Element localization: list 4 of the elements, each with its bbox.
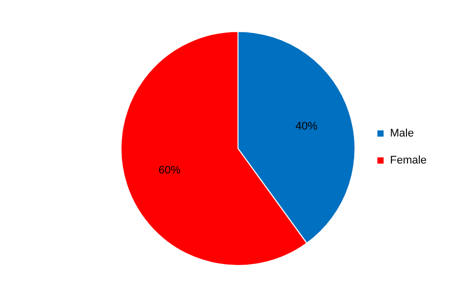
legend-label: Female (390, 154, 427, 166)
data-label: 40% (295, 120, 318, 132)
data-label: 60% (158, 164, 181, 177)
legend-label: Male (390, 128, 414, 140)
